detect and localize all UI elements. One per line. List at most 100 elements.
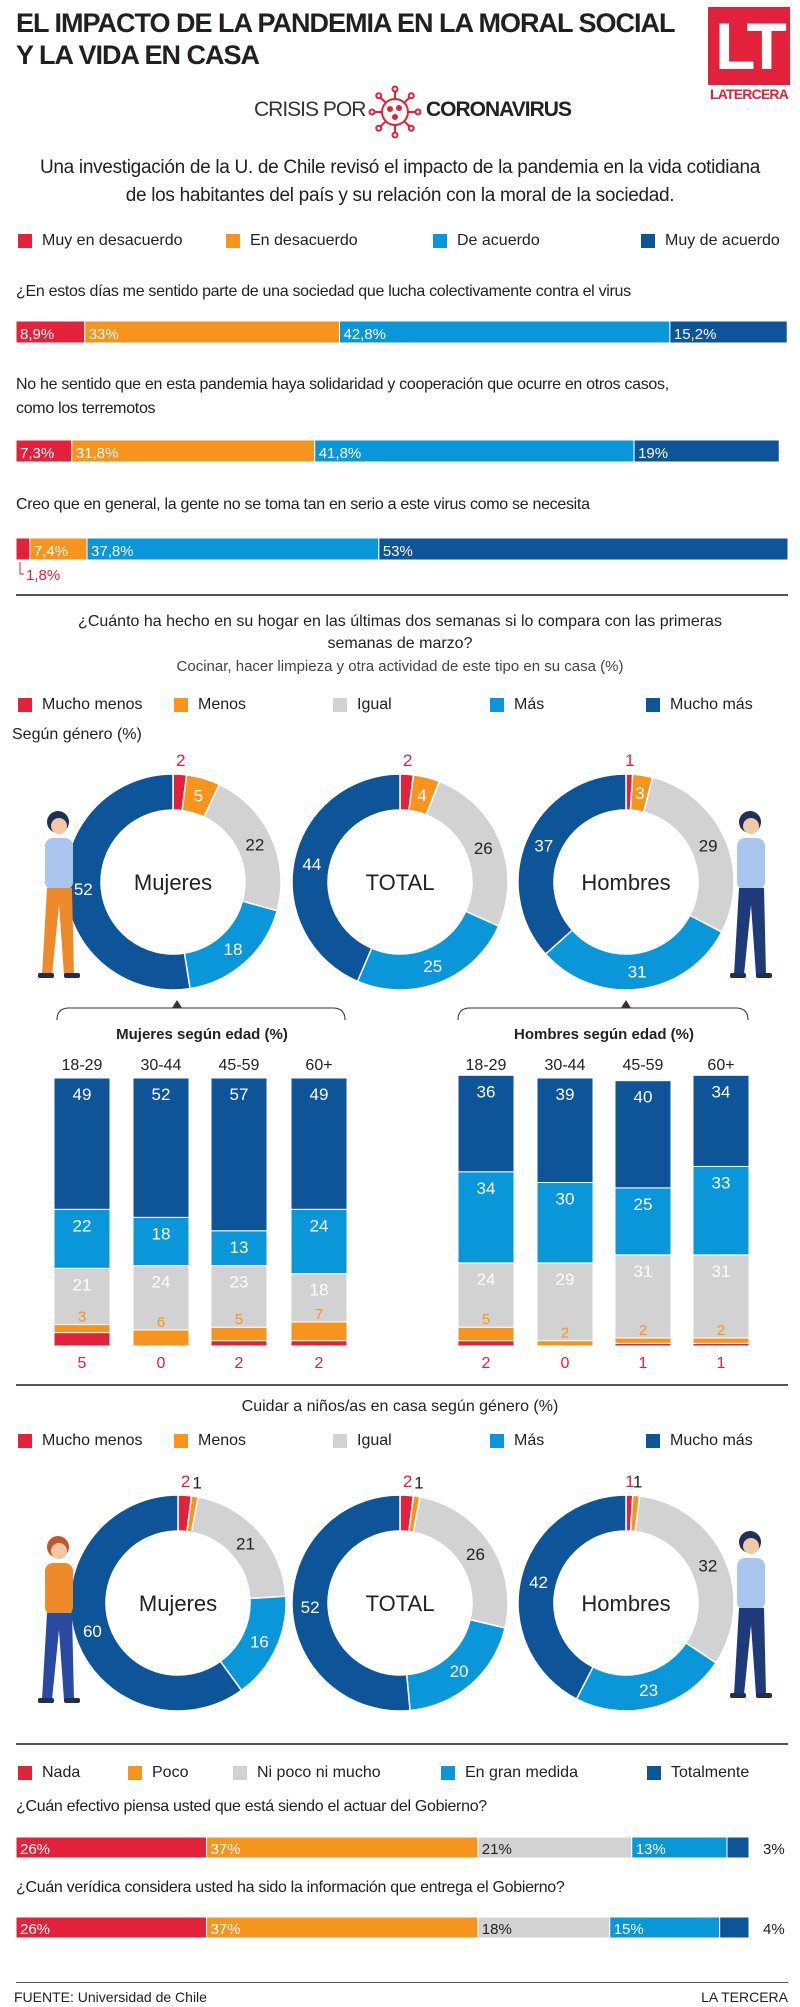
bar-label: 8,9% — [20, 326, 54, 343]
bracket — [457, 1007, 749, 1021]
age-label: 18-29 — [466, 1057, 507, 1074]
legend-item: Mucho menos — [18, 696, 143, 714]
label-leader — [19, 562, 24, 575]
donut-label: 20 — [450, 1662, 469, 1681]
bracket-pointer — [172, 1000, 182, 1008]
donut-label: 2 — [403, 1472, 412, 1491]
bar-label: 33 — [712, 1173, 731, 1192]
donut-label: 1 — [625, 751, 634, 770]
bar-label: 13 — [230, 1238, 249, 1257]
legend-item: Mucho menos — [18, 1432, 143, 1450]
bar-label: 31,8% — [76, 445, 119, 462]
bar-segment — [536, 1077, 594, 1184]
bar-label: 53% — [383, 543, 413, 560]
bar-label: 49 — [73, 1085, 92, 1104]
bar-segment — [614, 1080, 672, 1189]
bar-label: 18 — [152, 1224, 171, 1243]
bar-segment — [210, 1265, 268, 1328]
donut-segment — [64, 773, 191, 991]
morale-question-3: Creo que en general, la gente no se toma… — [16, 496, 590, 513]
bar-label: 1,8% — [26, 567, 60, 584]
donut-chart: 2 1 21 16 60 Mujeres — [69, 1472, 287, 1712]
men-age-title: Hombres según edad (%) — [513, 1026, 695, 1043]
women-age-title: Mujeres según edad (%) — [116, 1026, 288, 1043]
bar-label: 39 — [556, 1085, 575, 1104]
legend-item: Más — [490, 1432, 544, 1450]
legend-swatch — [433, 234, 447, 248]
bar-segment — [633, 439, 780, 463]
bar-segment — [210, 1230, 268, 1267]
bar-segment — [614, 1254, 672, 1339]
bracket — [56, 1007, 346, 1021]
donut-chart: 2 1 26 20 52 TOTAL — [291, 1472, 509, 1712]
bar-label: 15% — [614, 1921, 644, 1938]
bar-segment — [132, 1216, 190, 1267]
bar-label: 5 — [78, 1355, 87, 1372]
legend-swatch — [18, 1766, 32, 1780]
legend-swatch — [18, 698, 32, 712]
legend-swatch — [490, 698, 504, 712]
legend-label: Igual — [357, 1432, 392, 1449]
bar-label: 6 — [157, 1314, 165, 1331]
age-label: 30-44 — [141, 1057, 182, 1074]
bar-label: 31 — [634, 1262, 653, 1281]
bar-segment — [15, 537, 31, 561]
bar-label: 37% — [211, 1841, 241, 1858]
age-label: 30-44 — [545, 1057, 586, 1074]
legend-item: Más — [490, 696, 544, 714]
bar-segment — [290, 1208, 348, 1275]
bar-label: 18 — [310, 1281, 329, 1300]
donut-chart: 13 29 31 37 Hombres — [517, 751, 735, 991]
bar-label: 57 — [230, 1085, 249, 1104]
bar-label: 26% — [20, 1921, 50, 1938]
legend-label: Mucho más — [670, 1432, 753, 1449]
legend-swatch — [646, 1434, 660, 1448]
legend-item: Totalmente — [647, 1764, 749, 1782]
donut-label: 3 — [635, 784, 644, 803]
bar-label: 21% — [482, 1841, 512, 1858]
bar-label: 34 — [712, 1082, 731, 1101]
legend-label: Más — [514, 696, 545, 713]
divider — [16, 594, 788, 596]
donut-segment — [517, 773, 627, 956]
donut-label: 21 — [236, 1534, 255, 1553]
divider — [16, 1743, 788, 1745]
donut-label: 25 — [423, 957, 442, 976]
source: FUENTE: Universidad de Chile — [14, 1989, 207, 2005]
legend-swatch — [233, 1766, 247, 1780]
donut-label: 4 — [417, 786, 426, 805]
donut-chart: 24 26 25 44 TOTAL — [291, 751, 509, 991]
legend-item: Mucho más — [646, 1432, 753, 1450]
legend-item: De acuerdo — [433, 232, 540, 250]
legend-item: Muy de acuerdo — [641, 232, 780, 250]
donut-center-label: Mujeres — [139, 1591, 217, 1616]
legend-swatch — [647, 1766, 661, 1780]
legend-label: Mucho menos — [42, 696, 143, 713]
bar-label: 7,4% — [34, 543, 68, 560]
legend-item: Igual — [333, 1432, 392, 1450]
woman-illustration-icon — [38, 1536, 80, 1703]
legend-label: Mucho más — [670, 696, 753, 713]
bar-label: 22 — [73, 1216, 92, 1235]
legend-label: De acuerdo — [457, 232, 540, 249]
bar-label: 18% — [482, 1921, 512, 1938]
legend-label: Igual — [357, 696, 392, 713]
legend-swatch — [333, 698, 347, 712]
legend-label: Menos — [198, 696, 247, 713]
donut-label: 44 — [302, 855, 321, 874]
morale-question-1: ¿En estos días me sentido parte de una s… — [16, 283, 631, 300]
bar-segment — [210, 1326, 268, 1342]
bar-label: 52 — [152, 1085, 171, 1104]
donut-segment — [634, 1495, 735, 1664]
crisis-prefix: CRISIS POR — [254, 98, 366, 121]
donut-label: 37 — [534, 836, 553, 855]
bar-segment — [719, 1916, 750, 1939]
intro-line-1: Una investigación de la U. de Chile revi… — [39, 157, 761, 178]
bar-label: 26% — [20, 1841, 50, 1858]
legend-item: Mucho más — [646, 696, 753, 714]
age-label: 45-59 — [219, 1057, 260, 1074]
legend-item: En desacuerdo — [226, 232, 358, 250]
age-label: 60+ — [305, 1057, 332, 1074]
divider — [16, 1982, 788, 1983]
